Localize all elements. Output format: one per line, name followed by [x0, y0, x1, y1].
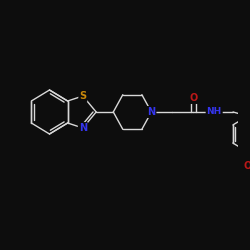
Text: O: O: [189, 93, 197, 103]
Text: S: S: [79, 91, 86, 101]
Text: N: N: [79, 123, 87, 133]
Text: NH: NH: [206, 108, 222, 116]
Text: N: N: [147, 107, 156, 117]
Text: O: O: [244, 161, 250, 171]
